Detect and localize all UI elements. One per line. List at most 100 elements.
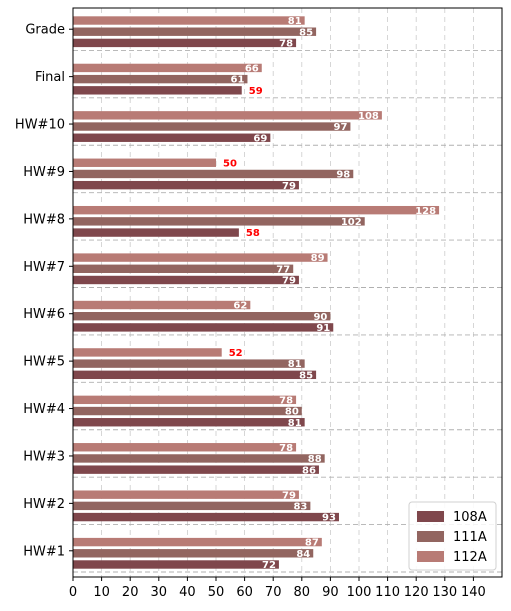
vertical-gridlines	[101, 8, 474, 577]
bar-108A-Grade	[73, 38, 297, 48]
bar-label-111A-HW#4: 80	[285, 407, 299, 418]
bar-label-111A-HW#6: 90	[313, 312, 327, 323]
legend-swatch-108A	[417, 511, 444, 522]
x-tick-label: 0	[69, 585, 77, 600]
bar-108A-HW#7	[73, 275, 299, 285]
y-tick-label: HW#8	[23, 212, 65, 227]
bar-label-112A-HW#10: 108	[358, 111, 379, 122]
x-tick-label: 20	[122, 585, 139, 600]
bar-111A-HW#6	[73, 312, 331, 321]
bar-111A-HW#3	[73, 454, 325, 463]
bar-108A-HW#1	[73, 560, 279, 569]
bar-label-111A-HW#1: 84	[296, 549, 310, 560]
bar-111A-HW#8	[73, 217, 365, 226]
bar-112A-HW#8	[73, 205, 440, 215]
bar-label-111A-HW#5: 81	[288, 359, 302, 370]
bar-label-112A-HW#7: 89	[311, 253, 325, 264]
bar-112A-HW#3	[73, 443, 297, 452]
bar-108A-HW#5	[73, 370, 317, 380]
bar-label-111A-HW#10: 97	[333, 122, 347, 133]
y-tick-label: HW#4	[23, 402, 65, 417]
y-axis-ticks: HW#1 HW#2 HW#3 HW#4 HW#5 HW#6 HW#7 HW#8 HW#9 HW#1…	[15, 23, 73, 559]
x-tick-label: 40	[179, 585, 196, 600]
bar-label-111A-Final: 61	[231, 75, 245, 86]
bar-111A-HW#7	[73, 264, 294, 273]
bar-112A-HW#2	[73, 490, 299, 499]
bar-label-108A-HW#6: 91	[316, 323, 330, 334]
bar-label-108A-HW#7: 79	[282, 276, 296, 287]
bar-label-112A-Final: 66	[245, 64, 259, 75]
legend-label-108A: 108A	[453, 510, 487, 525]
x-tick-label: 90	[322, 585, 339, 600]
y-tick-label: HW#6	[23, 307, 65, 322]
legend-swatch-112A	[417, 551, 444, 562]
x-tick-label: 80	[294, 585, 311, 600]
bar-label-111A-HW#8: 102	[341, 217, 362, 228]
bar-112A-HW#4	[73, 395, 297, 405]
y-tick-label: HW#10	[15, 118, 65, 133]
bar-label-108A-Final: 59	[249, 86, 263, 97]
bar-label-112A-HW#3: 78	[279, 443, 293, 454]
bar-111A-HW#1	[73, 549, 314, 558]
x-tick-label: 70	[265, 585, 282, 600]
bar-label-112A-HW#2: 79	[282, 490, 296, 501]
bar-111A-Grade	[73, 27, 317, 36]
bar-label-112A-HW#6: 62	[233, 301, 247, 312]
bar-label-111A-Grade: 85	[299, 27, 313, 38]
bar-label-111A-HW#9: 98	[336, 170, 350, 181]
bar-111A-HW#10	[73, 122, 351, 131]
bar-label-108A-HW#9: 79	[282, 181, 296, 192]
x-tick-label: 110	[375, 585, 400, 600]
y-tick-label: Grade	[25, 23, 65, 38]
bar-value-labels: 7284879383798688788180788581529190627977…	[223, 16, 436, 571]
bar-108A-HW#6	[73, 323, 334, 332]
bar-112A-HW#1	[73, 537, 322, 547]
bars	[73, 16, 440, 569]
bar-112A-HW#9	[73, 158, 216, 167]
x-tick-label: 60	[236, 585, 253, 600]
bar-108A-HW#3	[73, 465, 319, 474]
y-tick-label: HW#1	[23, 544, 65, 559]
bar-112A-Final	[73, 63, 262, 73]
bar-label-108A-HW#2: 93	[322, 513, 336, 524]
x-tick-label: 140	[461, 585, 486, 600]
x-tick-label: 50	[208, 585, 225, 600]
bar-label-108A-HW#4: 81	[288, 418, 302, 429]
bar-111A-HW#4	[73, 406, 302, 416]
bar-label-108A-HW#1: 72	[262, 560, 276, 571]
bar-112A-HW#7	[73, 253, 328, 262]
y-tick-label: HW#5	[23, 355, 65, 370]
bar-111A-HW#2	[73, 501, 311, 511]
legend: 108A 111A 112A	[408, 501, 497, 571]
y-tick-label: HW#3	[23, 449, 65, 464]
bar-108A-HW#2	[73, 512, 339, 522]
bar-112A-HW#6	[73, 300, 251, 310]
bar-label-112A-HW#8: 128	[415, 206, 436, 217]
bar-108A-HW#9	[73, 180, 299, 190]
bar-108A-HW#8	[73, 228, 239, 237]
bar-label-112A-HW#4: 78	[279, 395, 293, 406]
bar-111A-HW#9	[73, 169, 354, 179]
x-tick-label: 30	[151, 585, 168, 600]
bar-label-111A-HW#2: 83	[293, 501, 307, 512]
y-tick-label: HW#7	[23, 260, 65, 275]
x-tick-label: 10	[93, 585, 110, 600]
bar-108A-HW#10	[73, 133, 271, 142]
bar-label-111A-HW#7: 77	[276, 264, 290, 275]
x-tick-label: 120	[404, 585, 429, 600]
bar-label-112A-HW#5: 52	[229, 348, 243, 359]
legend-swatch-111A	[417, 531, 444, 542]
bar-111A-HW#5	[73, 359, 305, 368]
bar-112A-Grade	[73, 16, 305, 25]
bar-label-112A-Grade: 81	[288, 16, 302, 27]
bar-label-112A-HW#9: 50	[223, 158, 237, 169]
bar-label-108A-HW#5: 85	[299, 370, 313, 381]
bar-label-108A-HW#8: 58	[246, 228, 260, 239]
bar-108A-HW#4	[73, 418, 305, 427]
bar-label-108A-HW#3: 86	[302, 465, 316, 476]
bar-108A-Final	[73, 86, 242, 95]
x-tick-label: 100	[347, 585, 372, 600]
bar-label-112A-HW#1: 87	[305, 538, 319, 549]
x-axis-ticks: 0 10 20 30 40 50 60 70 80 90 100 110 120 130 140	[69, 577, 486, 600]
